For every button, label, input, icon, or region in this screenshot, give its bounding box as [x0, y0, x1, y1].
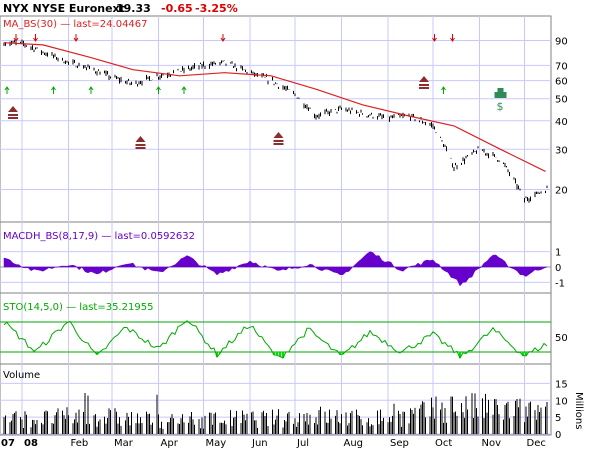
price-tick-label: 30 [555, 145, 568, 156]
sell-arrow-icon [432, 34, 437, 42]
x-axis: 07 08 Feb Mar Apr May Jun Jul Aug Sep Oct Nov Dec [1, 438, 546, 449]
price-tick-label: 50 [555, 95, 568, 106]
ma-line [3, 42, 546, 172]
x-tick-label: Oct [435, 438, 452, 449]
macd-tick-label: -1 [555, 278, 565, 289]
stochastic-panel [3, 320, 548, 359]
sell-arrow-icon [450, 34, 455, 42]
buy-arrow-icon [88, 86, 94, 94]
macd-tick-label: 0 [555, 263, 561, 274]
price-tick-label: 20 [555, 185, 568, 196]
x-tick-label: Jul [296, 438, 309, 449]
x-tick-label: Aug [344, 438, 364, 449]
price-tick-label: 60 [555, 77, 568, 88]
ma-legend: MA_BS(30) — last=24.04467 [3, 19, 148, 30]
volume-tick-label: 5 [555, 413, 561, 424]
x-tick-label: May [206, 438, 227, 449]
dividend-dollar-icon: $ [497, 100, 504, 113]
macd-tick-label: 1 [555, 248, 561, 259]
x-tick-label: Jun [251, 438, 268, 449]
volume-tick-label: 10 [555, 396, 568, 407]
x-tick-label: Apr [161, 438, 179, 449]
macd-histogram [3, 251, 548, 287]
volume-tick-label: 15 [555, 379, 568, 390]
sto-line [3, 320, 548, 359]
price-tick-label: 90 [555, 36, 568, 47]
dividend-icon [494, 88, 507, 98]
x-tick-label: Nov [482, 438, 502, 449]
macd-legend: MACDH_BS(8,17,9) — last=0.0592632 [3, 231, 195, 242]
x-tick-label: 07 [1, 438, 15, 449]
price-change: -0.65 [161, 2, 193, 15]
x-tick-label: 08 [24, 438, 38, 449]
earnings-house-icon [273, 132, 284, 145]
plot-frame [0, 15, 552, 436]
sell-arrow-icon [13, 34, 19, 42]
x-tick-label: Sep [390, 438, 409, 449]
price-change-pct: -3.25% [195, 2, 238, 15]
sell-arrow-icon [73, 34, 79, 42]
grid-layer [0, 16, 551, 435]
buy-arrow-icon [181, 86, 187, 94]
price-panel [3, 39, 548, 203]
x-tick-label: Mar [114, 438, 134, 449]
volume-legend: Volume [3, 370, 40, 381]
symbol-title: NYX NYSE Euronext [3, 2, 125, 15]
signal-markers: $ [4, 34, 507, 149]
sell-arrow-icon [33, 34, 38, 42]
x-tick-label: Feb [71, 438, 89, 449]
macd-panel [3, 251, 548, 287]
price-tick-label: 40 [555, 117, 568, 128]
buy-arrow-icon [156, 86, 161, 94]
earnings-house-icon [135, 136, 146, 149]
sell-arrow-icon [220, 34, 226, 42]
earnings-house-icon [419, 76, 429, 89]
last-price: 19.33 [116, 2, 151, 15]
buy-arrow-icon [441, 86, 446, 94]
sto-legend: STO(14,5,0) — last=35.21955 [3, 302, 153, 313]
earnings-house-icon [8, 106, 18, 119]
price-tick-label: 70 [555, 61, 568, 72]
buy-arrow-icon [51, 86, 56, 94]
volume-unit-label: Millions [573, 392, 584, 429]
volume-panel [3, 392, 548, 434]
volume-tick-label: 0 [555, 430, 561, 441]
sto-tick-label: 50 [555, 333, 568, 344]
x-tick-label: Dec [527, 438, 546, 449]
buy-arrow-icon [4, 86, 10, 94]
